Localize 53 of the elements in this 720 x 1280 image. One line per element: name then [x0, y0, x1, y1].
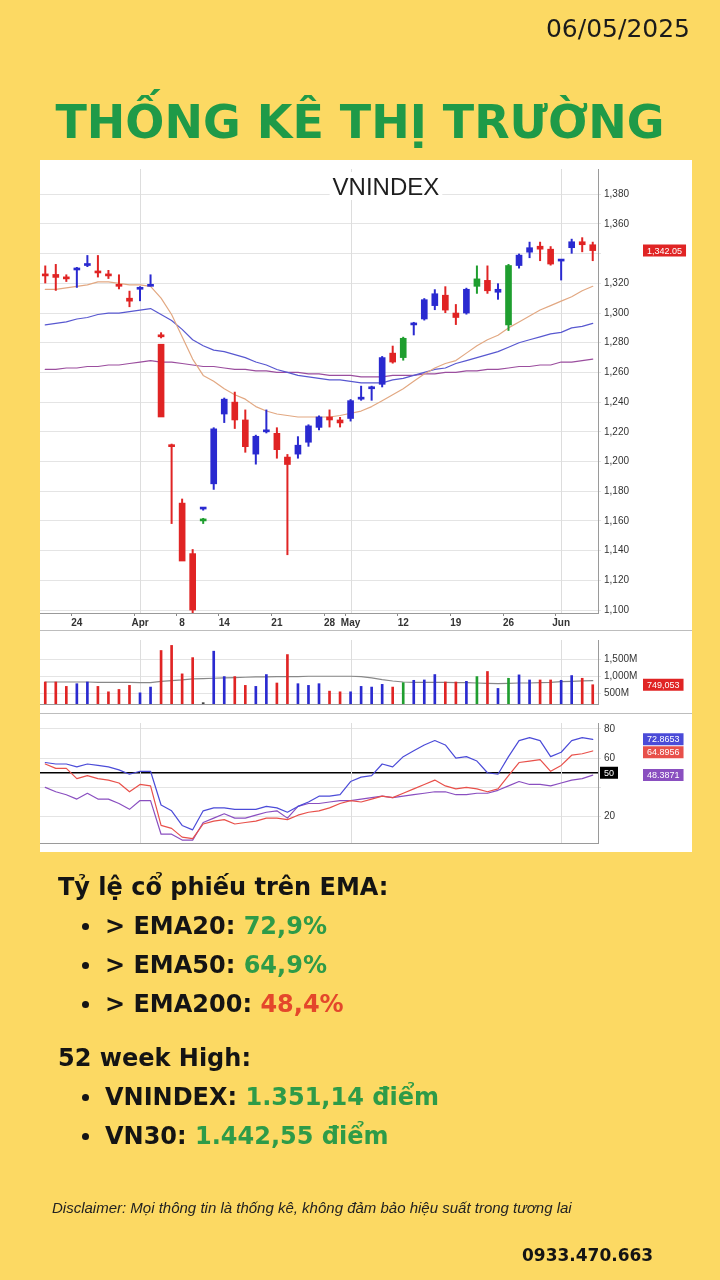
- y-tick-label: 1,120: [604, 574, 630, 586]
- text: 48.3871: [647, 770, 680, 781]
- text: > EMA20:: [105, 912, 236, 940]
- y-tick-label: 1,240: [604, 395, 630, 407]
- y-tick-label: 1,220: [604, 425, 630, 437]
- y-tick-label: 1,280: [604, 336, 630, 348]
- text: 1.351,14 điểm: [245, 1083, 439, 1111]
- text: 0933.470.663: [522, 1244, 654, 1267]
- text: 1.442,55 điểm: [195, 1122, 389, 1150]
- text: Disclaimer: Mọi thông tin là thống kê, không đảm bảo hiệu suất trong tương lai: [52, 1198, 572, 1218]
- text: VNINDEX:: [105, 1083, 238, 1111]
- x-tick-label: May: [340, 616, 361, 628]
- ref-line-label: 50: [604, 767, 615, 778]
- x-tick-label: 14: [218, 616, 231, 628]
- text: VN30:: [105, 1122, 187, 1150]
- text: 06/05/2025: [545, 14, 690, 44]
- y-tick-label: 500M: [604, 686, 630, 698]
- y-tick-label: 1,260: [604, 366, 630, 378]
- x-tick-label: Jun: [552, 616, 571, 628]
- x-tick-label: 21: [271, 616, 283, 628]
- y-tick-label: 20: [604, 810, 616, 822]
- text: 64.8956: [647, 747, 680, 758]
- x-tick-label: 26: [502, 616, 515, 628]
- text: > EMA50:: [105, 951, 236, 979]
- y-tick-label: 1,320: [604, 277, 630, 289]
- text: 72.8653: [647, 734, 680, 745]
- y-tick-label: 1,380: [604, 187, 630, 199]
- x-tick-label: 12: [397, 616, 410, 628]
- text: 48,4%: [260, 990, 344, 1018]
- y-tick-label: 60: [604, 751, 616, 763]
- y-tick-label: 1,200: [604, 455, 630, 467]
- x-tick-label: Apr: [131, 616, 149, 628]
- x-tick-label: 28: [323, 616, 336, 628]
- x-tick-label: 19: [450, 616, 462, 628]
- x-tick-label: 24: [71, 616, 83, 628]
- y-tick-label: 1,180: [604, 484, 630, 496]
- y-tick-label: 1,160: [604, 514, 630, 526]
- y-tick-label: 1,000M: [604, 669, 638, 681]
- text: Tỷ lệ cổ phiếu trên EMA:: [57, 871, 390, 903]
- chart-title: VNINDEX: [332, 173, 440, 200]
- text: 749,053: [647, 679, 680, 690]
- y-tick-label: 1,100: [604, 603, 630, 615]
- text: 52 week High:: [57, 1043, 252, 1074]
- x-tick-label: 8: [179, 616, 186, 628]
- y-tick-label: 1,300: [604, 306, 630, 318]
- y-tick-label: 1,360: [604, 217, 630, 229]
- text: > EMA200:: [105, 990, 253, 1018]
- y-tick-label: 1,500M: [604, 653, 638, 665]
- text: 72,9%: [243, 912, 327, 940]
- y-tick-label: 1,140: [604, 544, 630, 556]
- text: 64,9%: [243, 951, 327, 979]
- text: 1,342.05: [647, 245, 683, 256]
- y-tick-label: 80: [604, 722, 616, 734]
